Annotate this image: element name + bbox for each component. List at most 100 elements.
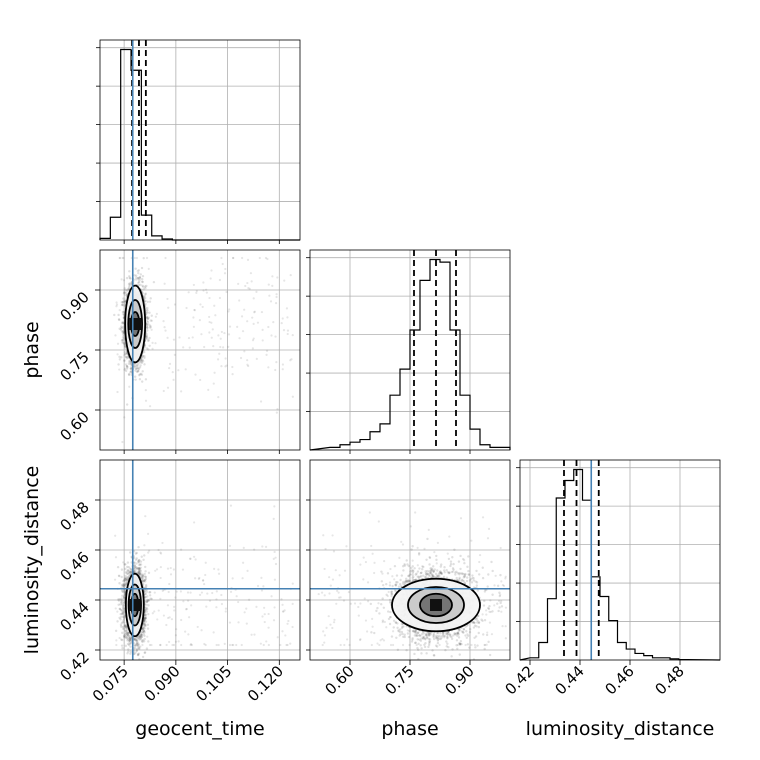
outlier-point [275, 293, 278, 296]
sample-point [146, 595, 149, 598]
sample-point [121, 326, 124, 329]
sample-point [124, 635, 127, 638]
sample-point [129, 571, 132, 575]
sample-point [133, 652, 136, 656]
sample-point [142, 285, 145, 288]
sample-point [150, 597, 153, 601]
sample-point [136, 641, 140, 644]
sample-point [121, 610, 125, 613]
sample-point [144, 299, 147, 303]
sample-point [152, 280, 156, 284]
sample-point [120, 300, 124, 304]
sample-point [138, 275, 142, 279]
sample-point [134, 369, 137, 372]
sample-point [138, 361, 142, 364]
outlier-point [145, 256, 149, 260]
outlier-point [121, 313, 125, 316]
sample-point [135, 367, 138, 370]
sample-point [147, 339, 150, 343]
outlier-point [276, 276, 279, 279]
sample-point [118, 355, 121, 359]
outlier-point [121, 256, 124, 260]
sample-point [139, 633, 143, 636]
outlier-point [195, 289, 198, 293]
outlier-point [163, 282, 166, 285]
sample-point [121, 590, 125, 594]
outlier-point [272, 321, 275, 324]
sample-point [122, 616, 126, 619]
sample-point [144, 292, 147, 295]
sample-point [144, 613, 147, 616]
outlier-point [216, 358, 220, 361]
sample-point [125, 632, 128, 635]
sample-point [141, 280, 144, 284]
sample-point [145, 310, 148, 314]
sample-point [142, 288, 145, 291]
sample-point [148, 300, 152, 303]
outlier-point [139, 277, 142, 280]
sample-point [123, 635, 126, 638]
outlier-point [198, 318, 201, 322]
sample-point [138, 559, 141, 562]
sample-point [129, 551, 132, 554]
outlier-point [208, 296, 211, 300]
outlier-point [148, 405, 152, 408]
outlier-point [218, 352, 221, 355]
sample-point [137, 635, 140, 638]
sample-point [123, 610, 126, 613]
sample-point [124, 363, 128, 366]
sample-point [136, 643, 139, 646]
sample-point [146, 311, 149, 314]
outlier-point [195, 291, 198, 294]
sample-point [129, 638, 133, 641]
sample-point [121, 336, 125, 339]
sample-point [123, 589, 126, 592]
outlier-point [208, 315, 211, 319]
outlier-point [171, 371, 174, 374]
outlier-point [275, 411, 278, 414]
sample-point [121, 611, 124, 614]
outlier-point [232, 256, 235, 260]
outlier-point [154, 342, 157, 345]
outlier-point [220, 330, 223, 334]
outlier-point [116, 342, 120, 345]
outlier-point [261, 339, 264, 342]
sample-point [129, 638, 133, 641]
outlier-point [150, 328, 153, 331]
sample-point [123, 590, 126, 593]
sample-point [144, 577, 148, 580]
sample-point [119, 623, 123, 627]
outlier-point [151, 341, 154, 344]
sample-point [120, 621, 124, 625]
sample-point [120, 339, 124, 342]
sample-point [148, 311, 151, 314]
outlier-point [210, 336, 213, 339]
outlier-point [205, 288, 208, 291]
outlier-point [260, 310, 264, 314]
sample-point [117, 603, 120, 606]
sample-point [149, 297, 152, 300]
sample-point [138, 563, 141, 567]
sample-point [116, 620, 119, 623]
outlier-point [193, 308, 196, 312]
sample-point [147, 316, 150, 319]
outlier-point [205, 291, 208, 294]
outlier-point [124, 352, 127, 355]
sample-point [124, 293, 127, 297]
outlier-point [223, 331, 226, 335]
outlier-point [249, 272, 253, 275]
sample-point [141, 655, 145, 659]
sample-point [133, 365, 136, 368]
sample-point [143, 627, 146, 630]
sample-point [123, 368, 126, 371]
sample-point [123, 301, 127, 304]
sample-point [141, 575, 144, 579]
sample-point [139, 566, 142, 569]
sample-point [145, 600, 149, 603]
sample-point [135, 647, 139, 651]
sample-point [140, 356, 144, 359]
sample-point [142, 256, 145, 260]
sample-point [141, 627, 145, 630]
sample-point [124, 577, 127, 580]
sample-point [121, 303, 125, 307]
